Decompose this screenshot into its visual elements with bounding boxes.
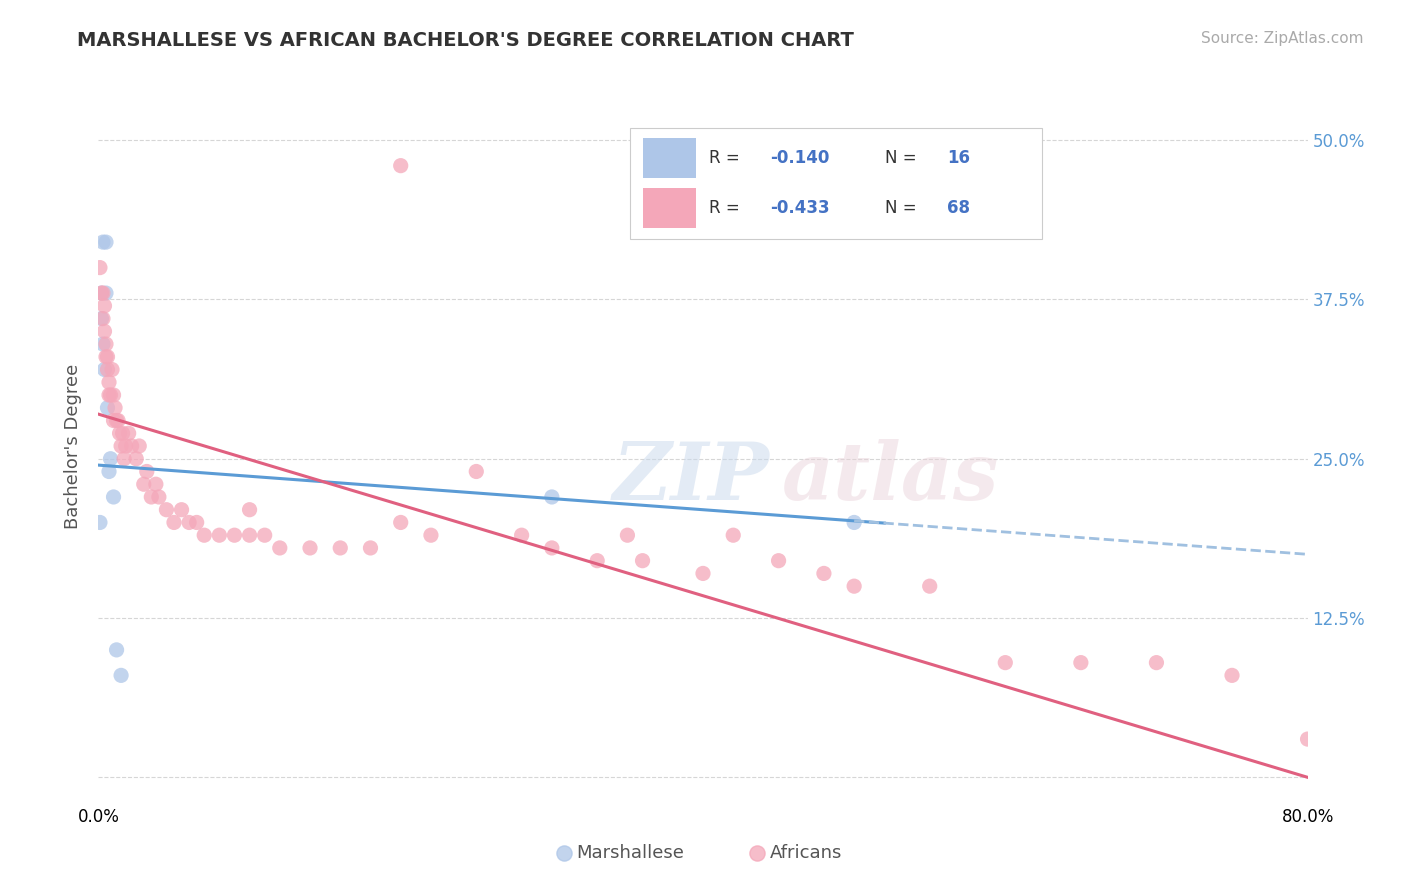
Point	[90, 311, 112, 326]
Point	[94, 350, 117, 364]
Text: Marshallese: Marshallese	[576, 844, 683, 862]
Point	[125, 451, 148, 466]
Point	[170, 502, 193, 516]
Point	[91, 337, 114, 351]
Point	[107, 413, 129, 427]
Point	[96, 362, 118, 376]
Point	[93, 362, 115, 376]
Point	[253, 528, 276, 542]
Point	[105, 643, 128, 657]
Point	[103, 490, 125, 504]
Point	[98, 376, 121, 390]
Point	[918, 579, 941, 593]
Point	[141, 490, 163, 504]
Point	[586, 554, 609, 568]
Point	[540, 490, 562, 504]
Point	[111, 426, 134, 441]
Text: ZIP: ZIP	[613, 440, 769, 516]
Point	[105, 413, 128, 427]
Point	[1296, 732, 1319, 747]
Point	[100, 451, 122, 466]
Point	[239, 502, 262, 516]
Point	[723, 528, 745, 542]
Point	[96, 401, 118, 415]
Point	[100, 388, 122, 402]
Point	[844, 516, 866, 530]
Point	[813, 566, 835, 581]
Point	[465, 465, 488, 479]
Point	[112, 451, 135, 466]
Point	[128, 439, 150, 453]
Text: Africans: Africans	[769, 844, 842, 862]
Point	[91, 286, 114, 301]
Point	[90, 286, 112, 301]
Point	[89, 260, 111, 275]
Point	[90, 286, 112, 301]
Text: MARSHALLESE VS AFRICAN BACHELOR'S DEGREE CORRELATION CHART: MARSHALLESE VS AFRICAN BACHELOR'S DEGREE…	[77, 31, 855, 50]
Point	[768, 554, 790, 568]
Point	[208, 528, 231, 542]
Point	[389, 516, 412, 530]
Point	[994, 656, 1017, 670]
Point	[360, 541, 382, 555]
Point	[98, 388, 121, 402]
Point	[911, 859, 934, 873]
Point	[669, 859, 692, 873]
Point	[121, 439, 143, 453]
Point	[101, 362, 124, 376]
Point	[329, 541, 352, 555]
Point	[224, 528, 246, 542]
Point	[103, 413, 125, 427]
Point	[163, 516, 186, 530]
Point	[1070, 656, 1092, 670]
Point	[844, 579, 866, 593]
Point	[118, 426, 141, 441]
Point	[135, 465, 157, 479]
Point	[193, 528, 215, 542]
Point	[98, 465, 121, 479]
Point	[94, 337, 117, 351]
Point	[110, 439, 132, 453]
Point	[389, 159, 412, 173]
Point	[692, 566, 714, 581]
Point	[179, 516, 201, 530]
Point	[132, 477, 155, 491]
Point	[155, 502, 177, 516]
Point	[91, 235, 114, 249]
Point	[540, 541, 562, 555]
Point	[89, 516, 111, 530]
Point	[269, 541, 291, 555]
Point	[186, 516, 208, 530]
Point	[631, 554, 654, 568]
Point	[145, 477, 167, 491]
Point	[103, 388, 125, 402]
Point	[93, 324, 115, 338]
Point	[616, 528, 638, 542]
Y-axis label: Bachelor's Degree: Bachelor's Degree	[65, 363, 83, 529]
Point	[104, 401, 127, 415]
Point	[91, 311, 114, 326]
Point	[148, 490, 170, 504]
Point	[96, 350, 118, 364]
Point	[420, 528, 443, 542]
Point	[1220, 668, 1243, 682]
Point	[110, 668, 132, 682]
Point	[108, 426, 131, 441]
Text: atlas: atlas	[782, 440, 1000, 516]
Point	[510, 528, 533, 542]
Point	[1144, 656, 1167, 670]
Point	[239, 528, 262, 542]
Point	[94, 286, 117, 301]
Point	[94, 235, 117, 249]
Point	[93, 299, 115, 313]
Point	[299, 541, 322, 555]
Point	[114, 439, 136, 453]
Text: Source: ZipAtlas.com: Source: ZipAtlas.com	[1201, 31, 1364, 46]
